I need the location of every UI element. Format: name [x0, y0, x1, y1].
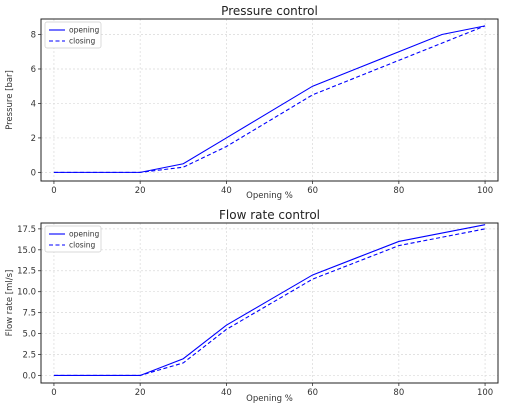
x-tick-label: 0	[51, 186, 56, 196]
x-axis-label: Opening %	[246, 191, 293, 201]
y-tick-label: 2	[31, 134, 36, 144]
series-line-closing	[53, 25, 486, 173]
flow-rate-chart: 0 20 40 60 80 100 0.0 2.5 5.0 7.5 10.0 12.5 15.0 17.5…	[5, 208, 499, 404]
x-tick-label: 60	[307, 388, 318, 398]
y-tick-label: 4	[31, 99, 36, 109]
series-line-closing	[53, 228, 486, 377]
x-tick-label: 0	[51, 388, 56, 398]
legend-label-opening: opening	[69, 230, 100, 239]
x-tick-label: 40	[221, 388, 232, 398]
x-tick-label: 20	[135, 388, 146, 398]
x-tick-label: 60	[307, 186, 318, 196]
chart-title: Pressure control	[221, 4, 318, 18]
y-tick-label: 0	[31, 168, 36, 178]
x-tick-label: 100	[477, 388, 493, 398]
y-tick-label: 15.0	[17, 246, 36, 256]
x-axis-label: Opening %	[246, 394, 293, 404]
y-tick-label: 0.0	[22, 371, 36, 381]
x-tick-label: 40	[221, 186, 232, 196]
y-tick-label: 7.5	[22, 309, 36, 319]
series-line-opening	[53, 25, 486, 173]
legend-label-closing: closing	[69, 37, 96, 46]
y-tick-label: 6	[31, 65, 36, 75]
y-axis-label: Pressure [bar]	[5, 70, 15, 130]
y-axis-label: Flow rate [ml/s]	[5, 270, 15, 337]
x-tick-label: 80	[393, 388, 404, 398]
legend: opening closing	[44, 21, 102, 49]
x-tick-label: 20	[135, 186, 146, 196]
y-tick-label: 12.5	[17, 267, 36, 277]
y-tick-label: 10.0	[17, 288, 36, 298]
plot-frame	[40, 222, 499, 384]
x-tick-label: 100	[477, 186, 493, 196]
y-tick-label: 5.0	[22, 330, 36, 340]
legend: opening closing	[44, 225, 102, 253]
series-line-opening	[53, 224, 486, 377]
plot-frame	[40, 18, 499, 182]
x-tick-label: 80	[393, 186, 404, 196]
y-tick-label: 2.5	[22, 351, 36, 361]
pressure-chart: 0 20 40 60 80 100 0 2 4 6 8 Pressure control Opening…	[5, 4, 499, 201]
legend-label-closing: closing	[69, 241, 96, 250]
y-tick-label: 17.5	[17, 225, 36, 235]
legend-label-opening: opening	[69, 26, 100, 35]
y-tick-label: 8	[31, 31, 36, 41]
chart-title: Flow rate control	[219, 208, 320, 222]
